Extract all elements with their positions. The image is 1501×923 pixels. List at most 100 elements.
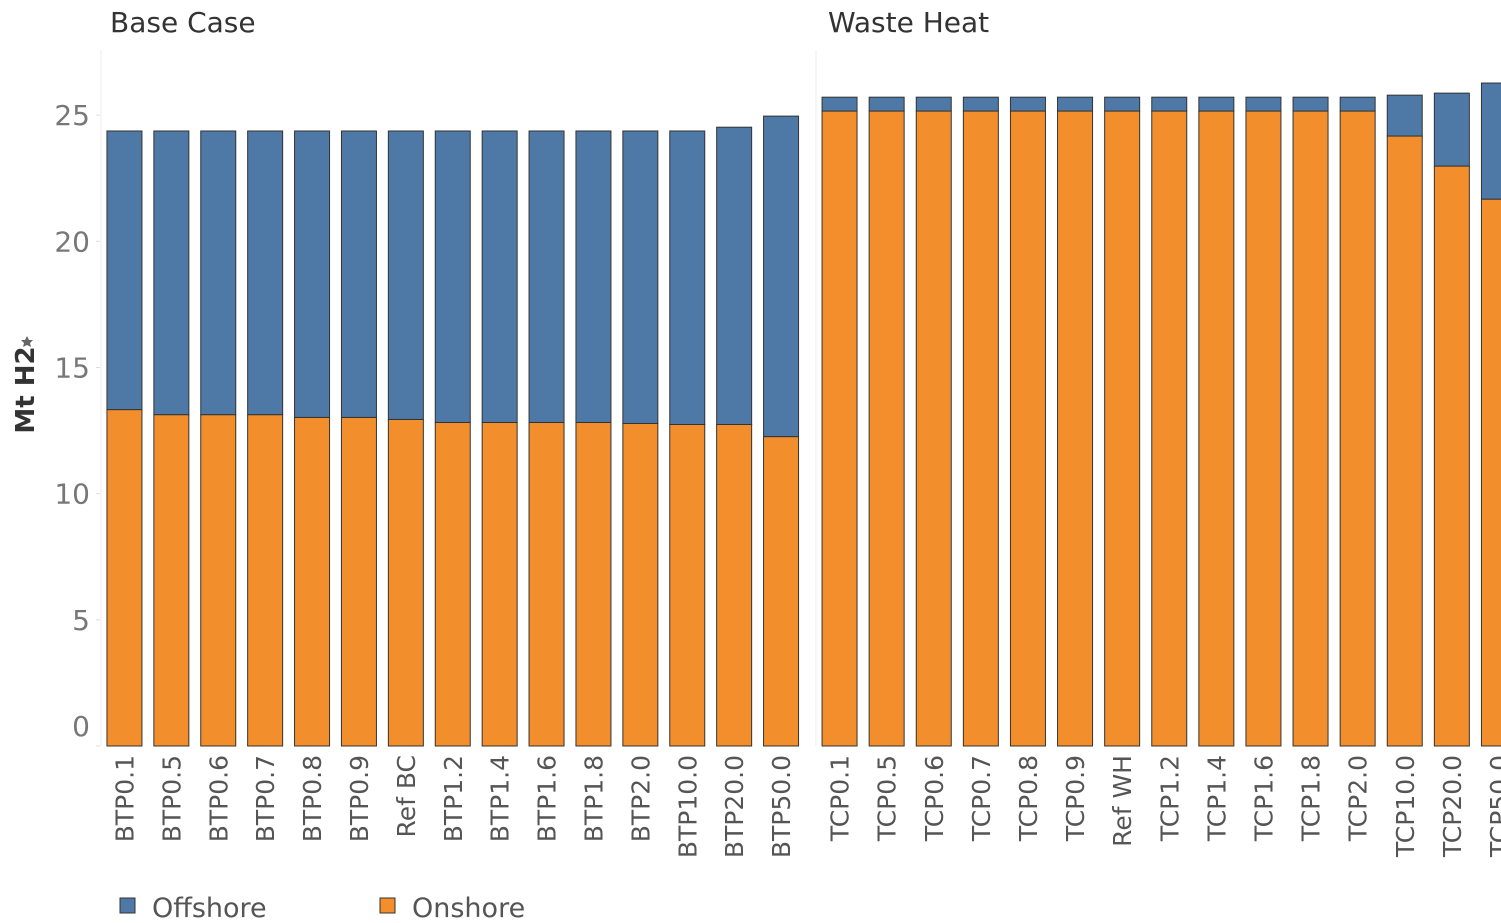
x-tick-label: BTP1.4 bbox=[486, 755, 515, 842]
bar-segment bbox=[1009, 96, 1046, 112]
bar-segment bbox=[1104, 96, 1141, 112]
x-tick-label: BTP1.6 bbox=[533, 755, 562, 842]
x-tick-label: BTP0.8 bbox=[298, 755, 327, 842]
bar-segment bbox=[1245, 96, 1282, 112]
y-tick-label: 10 bbox=[54, 478, 90, 511]
bar-segment bbox=[1433, 165, 1470, 747]
bar-segment bbox=[716, 126, 753, 425]
x-tick-label: TCP1.8 bbox=[1297, 755, 1326, 842]
bar-segment bbox=[1480, 198, 1501, 747]
bar-segment bbox=[387, 418, 424, 747]
bar-segment bbox=[1104, 110, 1141, 747]
bar-segment bbox=[1009, 110, 1046, 747]
bar-segment bbox=[962, 110, 999, 747]
bar-segment bbox=[622, 130, 659, 424]
legend-label: Onshore bbox=[412, 893, 525, 923]
bar-segment bbox=[962, 96, 999, 112]
bar-segment bbox=[763, 436, 800, 747]
x-tick-label: BTP1.2 bbox=[439, 755, 468, 842]
x-tick-label: BTP20.0 bbox=[720, 755, 749, 858]
bar-segment bbox=[1292, 110, 1329, 747]
bar-segment bbox=[340, 416, 377, 747]
x-tick-label: TCP50.0 bbox=[1485, 755, 1501, 858]
bar-segment bbox=[575, 130, 612, 423]
bar-segment bbox=[1245, 110, 1282, 747]
x-tick-label: TCP0.9 bbox=[1061, 755, 1090, 842]
bar-segment bbox=[1292, 96, 1329, 112]
x-tick-label: TCP0.1 bbox=[826, 755, 855, 842]
bar-segment bbox=[106, 409, 143, 747]
bar-segment bbox=[434, 130, 471, 423]
bar-segment bbox=[106, 130, 143, 411]
x-tick-label: TCP1.2 bbox=[1155, 755, 1184, 842]
panel-title: Waste Heat bbox=[828, 6, 989, 39]
x-tick-label: Ref BC bbox=[392, 755, 421, 838]
legend-label: Offshore bbox=[152, 893, 267, 923]
bar-segment bbox=[1151, 96, 1188, 112]
y-tick-label: 0 bbox=[72, 710, 90, 743]
bar-segment bbox=[915, 96, 952, 112]
x-tick-label: BTP0.5 bbox=[157, 755, 186, 842]
x-tick-label: BTP0.6 bbox=[204, 755, 233, 842]
bar-segment bbox=[294, 130, 331, 418]
x-tick-label: TCP1.6 bbox=[1249, 755, 1278, 842]
bar-segment bbox=[528, 130, 565, 423]
bar-segment bbox=[1057, 110, 1094, 747]
x-tick-label: BTP0.7 bbox=[251, 755, 280, 842]
bar-segment bbox=[915, 110, 952, 747]
x-tick-label: TCP0.8 bbox=[1014, 755, 1043, 842]
legend-swatch bbox=[119, 897, 136, 914]
bar-segment bbox=[247, 414, 284, 747]
bar-segment bbox=[1198, 110, 1235, 747]
bar-segment bbox=[153, 414, 190, 747]
x-tick-label: BTP10.0 bbox=[673, 755, 702, 858]
x-tick-label: BTP1.8 bbox=[579, 755, 608, 842]
x-tick-label: TCP0.7 bbox=[967, 755, 996, 842]
x-tick-label: BTP0.1 bbox=[110, 755, 139, 842]
x-tick-label: TCP20.0 bbox=[1438, 755, 1467, 858]
x-tick-label: TCP0.6 bbox=[920, 755, 949, 842]
bar-segment bbox=[868, 110, 905, 747]
bar-segment bbox=[1433, 92, 1470, 167]
bar-segment bbox=[622, 422, 659, 747]
y-tick-label: 25 bbox=[54, 99, 90, 132]
bar-segment bbox=[387, 130, 424, 420]
bar-segment bbox=[1198, 96, 1235, 112]
bar-segment bbox=[528, 421, 565, 747]
y-axis-label: Mt H2 bbox=[11, 346, 41, 433]
bar-segment bbox=[1151, 110, 1188, 747]
bar-segment bbox=[821, 110, 858, 747]
x-tick-label: TCP1.4 bbox=[1202, 755, 1231, 842]
bar-segment bbox=[247, 130, 284, 416]
y-tick-label: 5 bbox=[72, 604, 90, 637]
bar-segment bbox=[1057, 96, 1094, 112]
bar-segment bbox=[294, 416, 331, 747]
x-tick-label: BTP50.0 bbox=[767, 755, 796, 858]
bar-segment bbox=[575, 421, 612, 747]
x-tick-label: TCP10.0 bbox=[1391, 755, 1420, 858]
x-tick-label: BTP2.0 bbox=[626, 755, 655, 842]
bar-segment bbox=[200, 130, 237, 416]
bar-segment bbox=[868, 96, 905, 112]
bar-segment bbox=[200, 414, 237, 747]
bar-segment bbox=[1339, 110, 1376, 747]
bar-segment bbox=[481, 421, 518, 747]
x-tick-label: BTP0.9 bbox=[345, 755, 374, 842]
legend-swatch bbox=[379, 897, 396, 914]
bar-segment bbox=[716, 423, 753, 747]
y-tick-label: 15 bbox=[54, 351, 90, 384]
bar-segment bbox=[763, 115, 800, 438]
bar-segment bbox=[1386, 135, 1423, 747]
x-tick-label: TCP0.5 bbox=[873, 755, 902, 842]
panel-title: Base Case bbox=[110, 6, 256, 39]
bar-segment bbox=[481, 130, 518, 423]
bar-segment bbox=[1480, 82, 1501, 200]
bar-segment bbox=[669, 130, 706, 425]
bar-segment bbox=[669, 423, 706, 747]
field-icon bbox=[21, 336, 33, 347]
bar-segment bbox=[821, 96, 858, 112]
bar-segment bbox=[153, 130, 190, 416]
bar-segment bbox=[1386, 94, 1423, 137]
